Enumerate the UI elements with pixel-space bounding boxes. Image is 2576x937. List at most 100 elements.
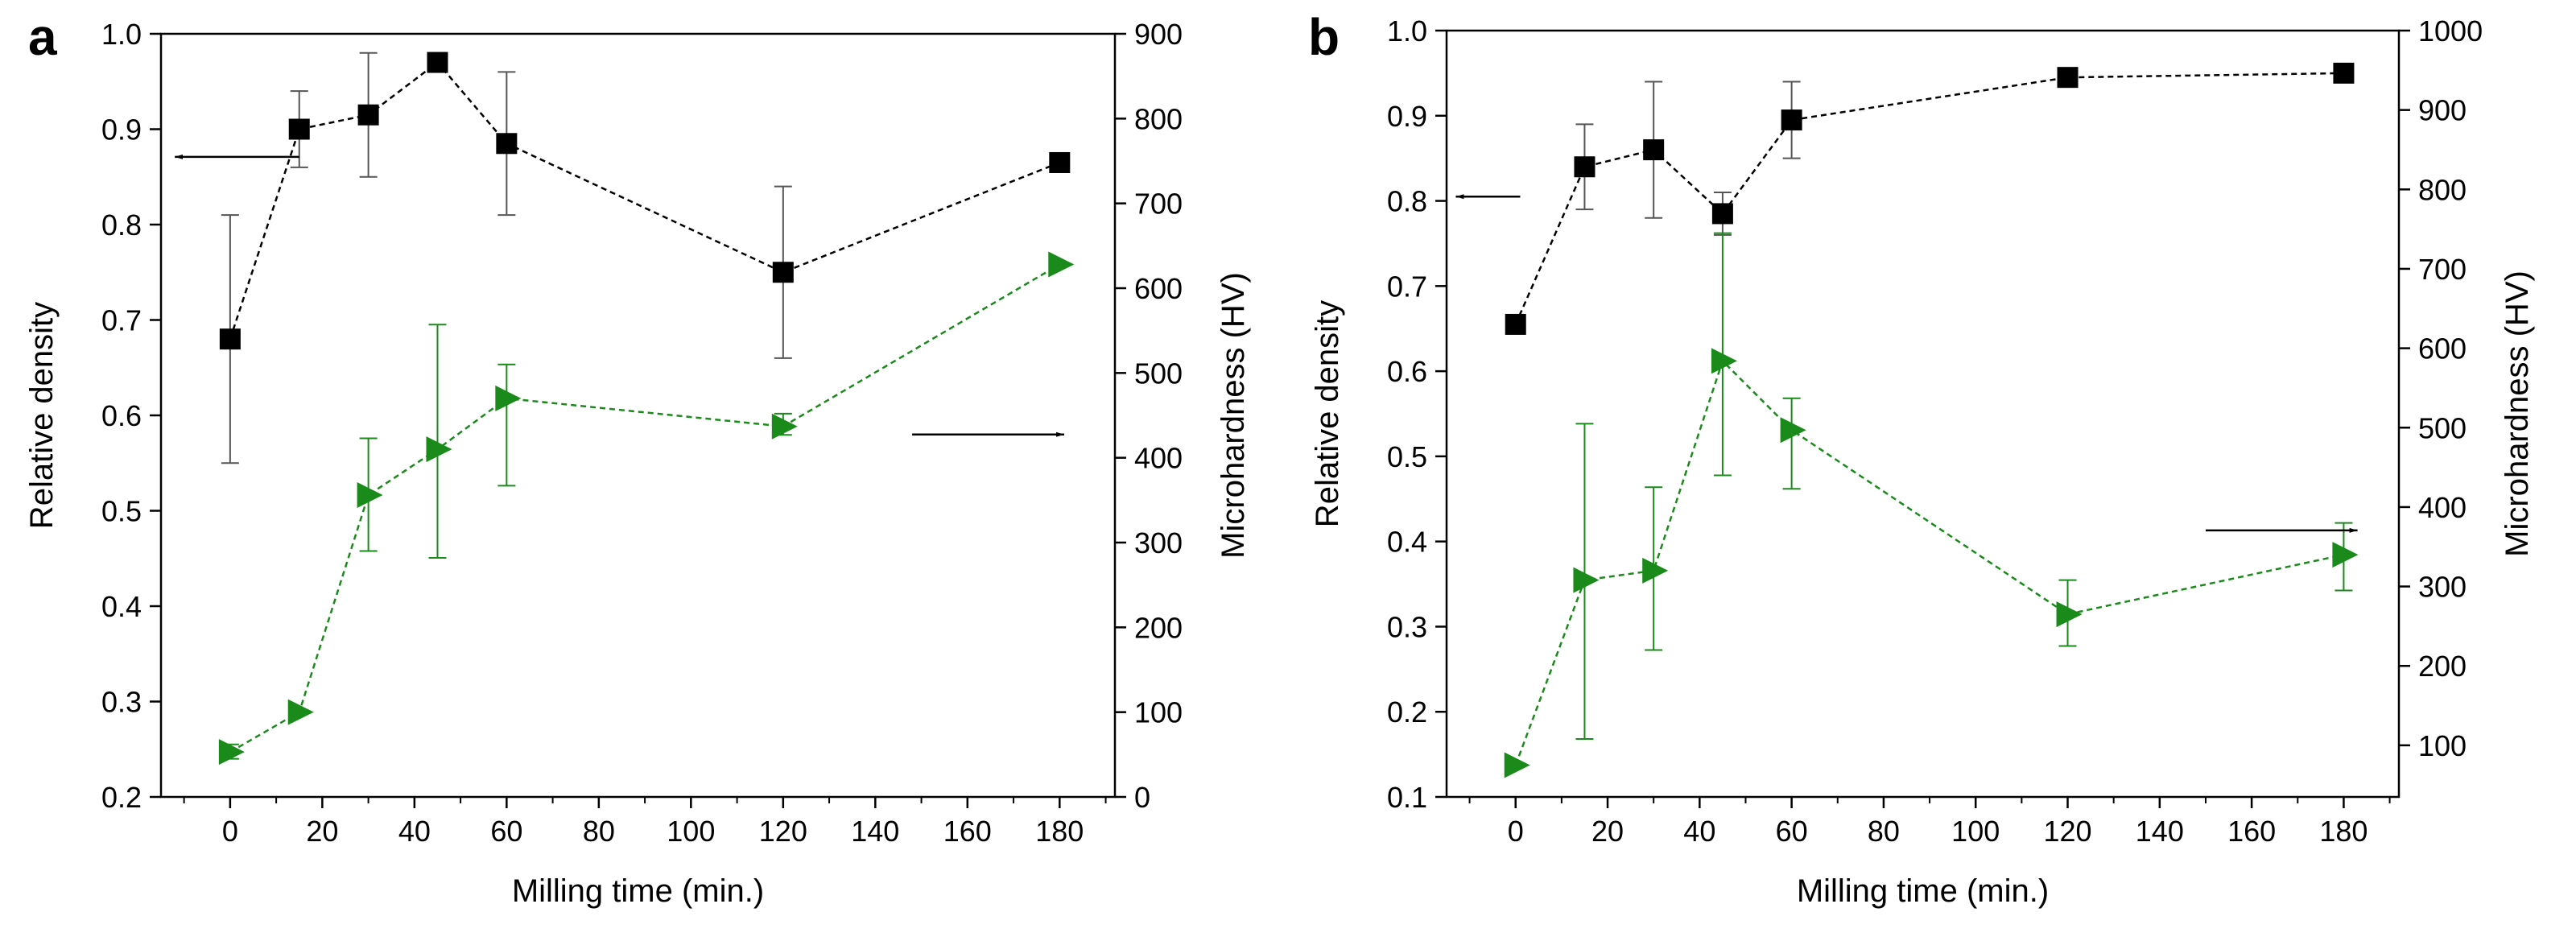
x-tick-label: 120 [759,815,807,848]
y-left-tick-label: 0.9 [101,114,142,147]
error-bar [428,324,447,559]
series-line [1514,359,2344,766]
y-right-tick-label: 500 [2418,411,2467,444]
x-tick-label: 80 [1868,815,1900,848]
y-left-tick-label: 0.9 [1387,100,1427,133]
data-point-triangle [426,436,452,463]
x-tick-label: 180 [1035,815,1084,848]
y-right-axis-title: Microhardness (HV) [1216,272,1251,559]
y-left-tick-label: 0.3 [101,686,142,719]
y-left-tick-label: 0.5 [101,495,142,528]
x-tick-label: 160 [2227,815,2276,848]
x-tick-label: 180 [2319,815,2368,848]
series-line [229,263,1060,753]
data-point-square [357,104,379,126]
x-tick-label: 80 [583,815,615,848]
y-right-tick-label: 800 [1134,102,1183,135]
data-point-square [1643,139,1665,161]
data-point-square [1574,156,1596,178]
y-right-tick-label: 600 [1134,272,1183,305]
data-point-square [1711,203,1733,225]
plot-frame [1445,29,2401,799]
y-left-axis-title: Relative density [24,302,60,529]
x-tick-label: 100 [667,815,715,848]
x-axis-title: Milling time (min.) [1797,873,2049,909]
x-tick-label: 40 [1683,815,1715,848]
x-tick-label: 60 [490,815,522,848]
y-left-tick-label: 0.7 [101,304,142,337]
y-right-tick-label: 100 [1134,696,1183,729]
series-relative-density [1505,62,2355,335]
y-left-tick-label: 0.5 [1387,440,1427,473]
data-point-triangle [287,699,314,725]
plot-frame [159,32,1117,799]
data-point-triangle [1642,557,1669,584]
data-point-triangle [1048,251,1075,278]
data-point-square [288,118,310,140]
x-axis-title: Milling time (min.) [512,873,764,909]
data-point-square [2057,67,2079,89]
series-microhardness [1504,232,2359,778]
x-tick-label: 140 [2136,815,2184,848]
data-point-square [1781,109,1802,131]
y-left-tick-label: 0.3 [1387,610,1427,643]
y-right-tick-label: 100 [2418,729,2467,762]
data-point-square [1505,313,1526,335]
x-tick-label: 0 [222,815,238,848]
y-left-tick-label: 0.8 [101,208,142,241]
x-tick-label: 20 [306,815,338,848]
data-point-triangle [357,482,383,509]
data-point-triangle [1573,567,1600,593]
x-tick-label: 140 [851,815,899,848]
data-point-triangle [771,413,798,440]
series-line [1514,72,2344,325]
x-tick-label: 100 [1951,815,2000,848]
y-right-tick-label: 900 [2418,94,2467,127]
panel-b: 0 20 40 60 80 100 120 140 160 180 0.1 0.2 0.3 0.4 0.5 0… [1308,8,2535,909]
x-tick-label: 160 [943,815,992,848]
error-bar [497,363,516,487]
panel-a: 0 20 40 60 80 100 120 140 160 180 0.2 0.3 0.4 0.5 0.6 0… [24,8,1251,909]
y-left-tick-label: 0.4 [1387,526,1427,559]
data-point-triangle [1711,348,1737,374]
x-tick-label: 40 [398,815,431,848]
y-left-tick-label: 0.7 [1387,270,1427,303]
y-right-tick-label: 700 [1134,188,1183,221]
data-point-triangle [495,385,522,411]
y-right-tick-label: 400 [2418,491,2467,524]
y-left-tick-label: 0.2 [101,781,142,814]
y-right-tick-label: 800 [2418,173,2467,206]
data-point-square [219,328,241,350]
y-right-tick-label: 700 [2418,253,2467,286]
data-point-square [1049,151,1071,173]
y-left-tick-label: 1.0 [1387,14,1427,47]
data-point-triangle [1504,752,1530,778]
y-right-tick-label: 500 [1134,357,1183,390]
data-point-triangle [2056,601,2083,628]
y-left-tick-label: 0.6 [1387,355,1427,388]
x-tick-label: 120 [2043,815,2091,848]
y-right-tick-label: 200 [2418,650,2467,683]
y-right-tick-label: 400 [1134,442,1183,475]
data-point-triangle [218,739,245,766]
y-left-tick-label: 0.2 [1387,696,1427,729]
data-point-square [2333,62,2355,84]
y-right-tick-label: 200 [1134,611,1183,644]
data-point-square [772,262,794,283]
data-point-square [496,133,518,155]
series-line [229,60,1060,340]
y-right-tick-label: 0 [1134,781,1150,814]
y-left-tick-label: 1.0 [101,18,142,51]
y-right-tick-label: 300 [2418,571,2467,604]
y-left-axis-title: Relative density [1310,300,1345,527]
series-microhardness [218,251,1075,766]
error-bar [1782,397,1801,490]
data-point-triangle [2332,542,2359,568]
y-left-tick-label: 0.6 [101,399,142,432]
y-left-tick-label: 0.8 [1387,185,1427,218]
x-tick-label: 20 [1591,815,1624,848]
y-right-tick-label: 900 [1134,18,1183,51]
data-point-triangle [1780,417,1806,444]
x-tick-label: 0 [1508,815,1524,848]
